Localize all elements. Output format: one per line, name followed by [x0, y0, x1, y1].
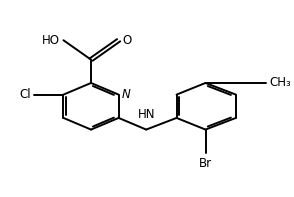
Text: HN: HN [138, 108, 155, 121]
Text: Br: Br [199, 157, 212, 170]
Text: Cl: Cl [20, 88, 31, 101]
Text: CH₃: CH₃ [270, 76, 291, 89]
Text: O: O [122, 34, 131, 47]
Text: HO: HO [42, 34, 60, 47]
Text: N: N [122, 88, 131, 101]
